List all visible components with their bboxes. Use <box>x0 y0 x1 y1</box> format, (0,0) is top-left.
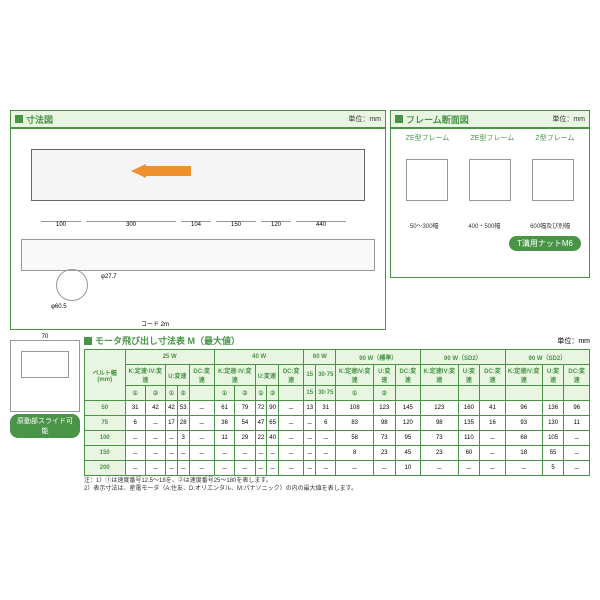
dim-150: 150 <box>216 221 256 228</box>
dim-120: 120 <box>261 221 291 228</box>
frame-width-2: 400・500幅 <box>468 221 500 230</box>
direction-arrow <box>131 164 191 178</box>
tnut-badge: T溝用ナットM6 <box>509 236 581 251</box>
frame-width-3: 600幅及び別幅 <box>530 221 570 230</box>
cross-section-drawing: ZE型フレーム ZE型フレーム Z型フレーム 50～300幅 400・500幅 … <box>390 128 590 278</box>
frame-label-1: ZE型フレーム <box>406 133 450 143</box>
slide-drawing <box>10 340 80 412</box>
motor-dimension-table: ベルト幅 (mm)25 W40 W60 W90 W（標準）90 W（SD2）90… <box>84 349 590 476</box>
frame-label-2: ZE型フレーム <box>470 133 514 143</box>
frame-shape-3 <box>532 159 574 201</box>
dim-unit: 単位：mm <box>348 114 381 124</box>
cross-unit: 単位：mm <box>552 114 585 124</box>
phi60-label: φ60.5 <box>51 304 67 310</box>
table-header: モータ飛び出し寸法表 M（最大値） 単位：mm <box>84 334 590 347</box>
square-icon <box>15 115 23 123</box>
frame-shape-1 <box>406 159 448 201</box>
cross-header: フレーム断面図 単位：mm <box>390 110 590 128</box>
roller-circle <box>56 269 88 301</box>
table-note-1: 注：1）①は速度番号12.5～18を、②は速度番号25～180を表します。 <box>84 478 590 486</box>
dim-header: 寸法図 単位：mm <box>10 110 386 128</box>
table-note-2: 2）表示寸法は、産電モータ（A:住友、D:オリエンタル、M:パナソニック）の内の… <box>84 486 590 494</box>
conveyor-side-view <box>31 149 365 201</box>
table-unit: 単位：mm <box>557 336 590 346</box>
dim-100: 100 <box>41 221 81 228</box>
cross-title: フレーム断面図 <box>406 113 469 126</box>
frame-shape-2 <box>469 159 511 201</box>
frame-label-3: Z型フレーム <box>535 133 574 143</box>
table-title: モータ飛び出し寸法表 M（最大値） <box>95 334 240 347</box>
dim-440: 440 <box>296 221 346 228</box>
dim-title: 寸法図 <box>26 113 53 126</box>
cord-label: コード 2m <box>141 319 169 328</box>
slide-label: 原動部スライド可能 <box>10 414 80 438</box>
phi27-label: φ27.7 <box>101 274 117 280</box>
dim-300: 300 <box>86 221 176 228</box>
square-icon <box>84 337 92 345</box>
dimension-drawing: 100 300 104 150 120 440 φ60.5 φ27.7 コード … <box>10 128 386 330</box>
square-icon <box>395 115 403 123</box>
dim-104: 104 <box>181 221 211 228</box>
frame-width-1: 50～300幅 <box>410 221 439 230</box>
